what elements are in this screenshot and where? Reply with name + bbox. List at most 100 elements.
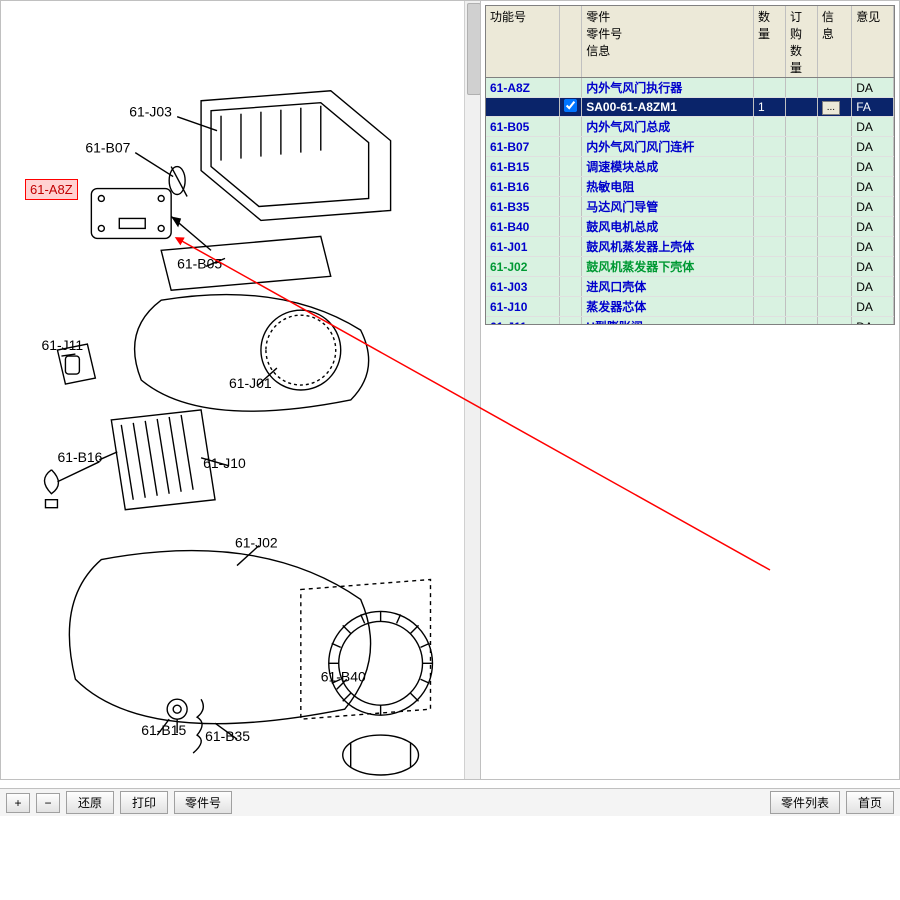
cell-checkbox[interactable] bbox=[560, 197, 582, 217]
cell-ord[interactable] bbox=[785, 297, 817, 317]
cell-checkbox[interactable] bbox=[560, 137, 582, 157]
cell-part-name[interactable]: 调速模块总成 bbox=[582, 157, 754, 177]
col-info-header[interactable]: 信 息 bbox=[817, 6, 851, 78]
cell-checkbox[interactable] bbox=[560, 98, 582, 117]
cell-func[interactable]: 61-B07 bbox=[486, 137, 560, 157]
parts-list-button[interactable]: 零件列表 bbox=[770, 791, 840, 814]
cell-func[interactable]: 61-B35 bbox=[486, 197, 560, 217]
cell-func[interactable]: 61-B40 bbox=[486, 217, 560, 237]
cell-ord[interactable] bbox=[785, 317, 817, 326]
cell-func[interactable]: 61-J02 bbox=[486, 257, 560, 277]
cell-part-name[interactable]: 进风口壳体 bbox=[582, 277, 754, 297]
cell-info[interactable]: ... bbox=[817, 98, 851, 117]
cell-func[interactable]: 61-B15 bbox=[486, 157, 560, 177]
more-button[interactable]: ... bbox=[822, 101, 840, 115]
cell-info[interactable] bbox=[817, 197, 851, 217]
table-row[interactable]: 61-J01鼓风机蒸发器上壳体DA bbox=[486, 237, 894, 257]
cell-ord[interactable] bbox=[785, 177, 817, 197]
cell-func[interactable]: 61-J11 bbox=[486, 317, 560, 326]
cell-checkbox[interactable] bbox=[560, 157, 582, 177]
cell-func[interactable]: 61-B16 bbox=[486, 177, 560, 197]
table-row[interactable]: 61-B05内外气风门总成DA bbox=[486, 117, 894, 137]
cell-part-name[interactable]: 蒸发器芯体 bbox=[582, 297, 754, 317]
cell-info[interactable] bbox=[817, 317, 851, 326]
cell-part-name[interactable]: 内外气风门总成 bbox=[582, 117, 754, 137]
parts-table-wrap[interactable]: 功能号 零件 零件号 信息 数 量 订购 数量 信 息 意见 61-A8Z 内外气… bbox=[485, 5, 895, 325]
cell-part-name[interactable]: 马达风门导管 bbox=[582, 197, 754, 217]
cell-ord[interactable] bbox=[785, 98, 817, 117]
cell-ord[interactable] bbox=[785, 197, 817, 217]
col-chk-header[interactable] bbox=[560, 6, 582, 78]
partno-button[interactable]: 零件号 bbox=[174, 791, 232, 814]
cell-info[interactable] bbox=[817, 78, 851, 98]
cell-func[interactable]: 61-J01 bbox=[486, 237, 560, 257]
cell-info[interactable] bbox=[817, 157, 851, 177]
cell-checkbox[interactable] bbox=[560, 237, 582, 257]
print-button[interactable]: 打印 bbox=[120, 791, 168, 814]
col-qty-header[interactable]: 数 量 bbox=[754, 6, 786, 78]
table-row[interactable]: 61-J02鼓风机蒸发器下壳体DA bbox=[486, 257, 894, 277]
cell-info[interactable] bbox=[817, 217, 851, 237]
row-checkbox[interactable] bbox=[564, 99, 577, 112]
table-row[interactable]: SA00-61-A8ZM11...FA bbox=[486, 98, 894, 117]
cell-checkbox[interactable] bbox=[560, 317, 582, 326]
cell-func[interactable] bbox=[486, 98, 560, 117]
cell-func[interactable]: 61-B05 bbox=[486, 117, 560, 137]
cell-checkbox[interactable] bbox=[560, 277, 582, 297]
table-row[interactable]: 61-J03进风口壳体DA bbox=[486, 277, 894, 297]
cell-part-name[interactable]: SA00-61-A8ZM1 bbox=[582, 98, 754, 117]
diagram-label: 61-B35 bbox=[205, 728, 250, 744]
cell-info[interactable] bbox=[817, 257, 851, 277]
home-button[interactable]: 首页 bbox=[846, 791, 894, 814]
table-row[interactable]: 61-B15调速模块总成DA bbox=[486, 157, 894, 177]
cell-info[interactable] bbox=[817, 177, 851, 197]
zoom-out-button[interactable]: − bbox=[36, 793, 60, 813]
cell-checkbox[interactable] bbox=[560, 177, 582, 197]
table-row[interactable]: 61-J11H型膨胀阀DA bbox=[486, 317, 894, 326]
diagram-pane[interactable]: 61-J0361-B0761-B0561-J1161-J0161-B1661-J… bbox=[1, 1, 481, 779]
cell-part-name[interactable]: H型膨胀阀 bbox=[582, 317, 754, 326]
cell-checkbox[interactable] bbox=[560, 217, 582, 237]
table-row[interactable]: 61-B35马达风门导管DA bbox=[486, 197, 894, 217]
cell-ord[interactable] bbox=[785, 117, 817, 137]
table-row[interactable]: 61-B40鼓风电机总成DA bbox=[486, 217, 894, 237]
cell-checkbox[interactable] bbox=[560, 297, 582, 317]
cell-part-name[interactable]: 内外气风门执行器 bbox=[582, 78, 754, 98]
cell-ord[interactable] bbox=[785, 277, 817, 297]
cell-func[interactable]: 61-J03 bbox=[486, 277, 560, 297]
table-row[interactable]: 61-A8Z内外气风门执行器DA bbox=[486, 78, 894, 98]
cell-checkbox[interactable] bbox=[560, 117, 582, 137]
table-row[interactable]: 61-J10蒸发器芯体DA bbox=[486, 297, 894, 317]
cell-ord[interactable] bbox=[785, 157, 817, 177]
cell-part-name[interactable]: 鼓风机蒸发器下壳体 bbox=[582, 257, 754, 277]
col-ord-header[interactable]: 订购 数量 bbox=[785, 6, 817, 78]
col-part-header[interactable]: 零件 零件号 信息 bbox=[582, 6, 754, 78]
cell-part-name[interactable]: 内外气风门风门连杆 bbox=[582, 137, 754, 157]
cell-info[interactable] bbox=[817, 117, 851, 137]
cell-info[interactable] bbox=[817, 297, 851, 317]
cell-part-name[interactable]: 鼓风电机总成 bbox=[582, 217, 754, 237]
cell-ord[interactable] bbox=[785, 257, 817, 277]
table-row[interactable]: 61-B07内外气风门风门连杆DA bbox=[486, 137, 894, 157]
cell-info[interactable] bbox=[817, 277, 851, 297]
cell-ord[interactable] bbox=[785, 217, 817, 237]
cell-ord[interactable] bbox=[785, 237, 817, 257]
cell-ord[interactable] bbox=[785, 78, 817, 98]
col-op-header[interactable]: 意见 bbox=[852, 6, 894, 78]
cell-qty bbox=[754, 78, 786, 98]
cell-info[interactable] bbox=[817, 237, 851, 257]
zoom-in-button[interactable]: + bbox=[6, 793, 30, 813]
cell-checkbox[interactable] bbox=[560, 257, 582, 277]
cell-info[interactable] bbox=[817, 137, 851, 157]
cell-part-name[interactable]: 鼓风机蒸发器上壳体 bbox=[582, 237, 754, 257]
cell-qty bbox=[754, 257, 786, 277]
cell-ord[interactable] bbox=[785, 137, 817, 157]
table-row[interactable]: 61-B16热敏电阻DA bbox=[486, 177, 894, 197]
diagram-scrollbar[interactable] bbox=[464, 1, 480, 779]
col-func-header[interactable]: 功能号 bbox=[486, 6, 560, 78]
cell-func[interactable]: 61-J10 bbox=[486, 297, 560, 317]
cell-part-name[interactable]: 热敏电阻 bbox=[582, 177, 754, 197]
reset-button[interactable]: 还原 bbox=[66, 791, 114, 814]
cell-func[interactable]: 61-A8Z bbox=[486, 78, 560, 98]
cell-checkbox[interactable] bbox=[560, 78, 582, 98]
